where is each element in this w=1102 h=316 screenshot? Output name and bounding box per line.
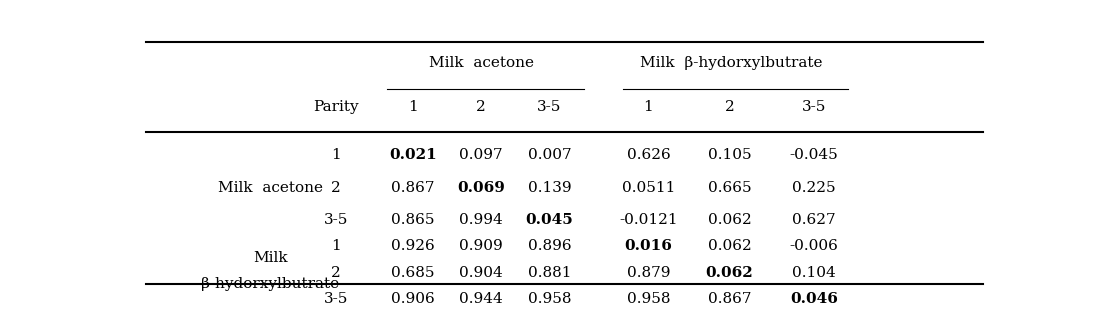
- Text: 0.685: 0.685: [391, 266, 434, 280]
- Text: 1: 1: [331, 239, 341, 253]
- Text: 2: 2: [331, 180, 341, 195]
- Text: 0.926: 0.926: [391, 239, 434, 253]
- Text: 2: 2: [476, 100, 486, 114]
- Text: 0.867: 0.867: [391, 180, 434, 195]
- Text: β-hydorxylbutrate: β-hydorxylbutrate: [201, 277, 339, 291]
- Text: 0.626: 0.626: [627, 148, 670, 162]
- Text: 1: 1: [408, 100, 418, 114]
- Text: 0.958: 0.958: [528, 293, 571, 307]
- Text: 0.021: 0.021: [389, 148, 436, 162]
- Text: 1: 1: [331, 148, 341, 162]
- Text: 0.867: 0.867: [707, 293, 752, 307]
- Text: 0.104: 0.104: [792, 266, 836, 280]
- Text: 0.046: 0.046: [790, 293, 839, 307]
- Text: -0.0121: -0.0121: [619, 213, 678, 228]
- Text: 0.627: 0.627: [792, 213, 836, 228]
- Text: 0.865: 0.865: [391, 213, 434, 228]
- Text: 0.139: 0.139: [528, 180, 571, 195]
- Text: Parity: Parity: [313, 100, 359, 114]
- Text: 0.904: 0.904: [460, 266, 503, 280]
- Text: Milk  acetone: Milk acetone: [429, 57, 533, 70]
- Text: 0.881: 0.881: [528, 266, 571, 280]
- Text: 0.994: 0.994: [460, 213, 503, 228]
- Text: 0.909: 0.909: [460, 239, 503, 253]
- Text: 0.225: 0.225: [792, 180, 836, 195]
- Text: 0.007: 0.007: [528, 148, 571, 162]
- Text: -0.006: -0.006: [790, 239, 839, 253]
- Text: 0.944: 0.944: [460, 293, 503, 307]
- Text: 0.958: 0.958: [627, 293, 670, 307]
- Text: 3-5: 3-5: [324, 213, 348, 228]
- Text: 0.105: 0.105: [707, 148, 752, 162]
- Text: 3-5: 3-5: [537, 100, 562, 114]
- Text: 0.045: 0.045: [526, 213, 573, 228]
- Text: 0.0511: 0.0511: [622, 180, 676, 195]
- Text: 0.062: 0.062: [707, 213, 752, 228]
- Text: 2: 2: [331, 266, 341, 280]
- Text: Milk  acetone: Milk acetone: [217, 180, 323, 195]
- Text: 0.069: 0.069: [457, 180, 505, 195]
- Text: 0.016: 0.016: [625, 239, 672, 253]
- Text: Milk  β-hydorxylbutrate: Milk β-hydorxylbutrate: [640, 57, 822, 70]
- Text: 0.062: 0.062: [707, 239, 752, 253]
- Text: 3-5: 3-5: [324, 293, 348, 307]
- Text: 0.097: 0.097: [460, 148, 503, 162]
- Text: 3-5: 3-5: [802, 100, 826, 114]
- Text: 0.879: 0.879: [627, 266, 670, 280]
- Text: -0.045: -0.045: [790, 148, 839, 162]
- Text: 0.906: 0.906: [391, 293, 434, 307]
- Text: 0.062: 0.062: [705, 266, 754, 280]
- Text: 0.665: 0.665: [707, 180, 752, 195]
- Text: 1: 1: [644, 100, 653, 114]
- Text: 0.896: 0.896: [528, 239, 571, 253]
- Text: 2: 2: [725, 100, 734, 114]
- Text: Milk: Milk: [252, 251, 288, 265]
